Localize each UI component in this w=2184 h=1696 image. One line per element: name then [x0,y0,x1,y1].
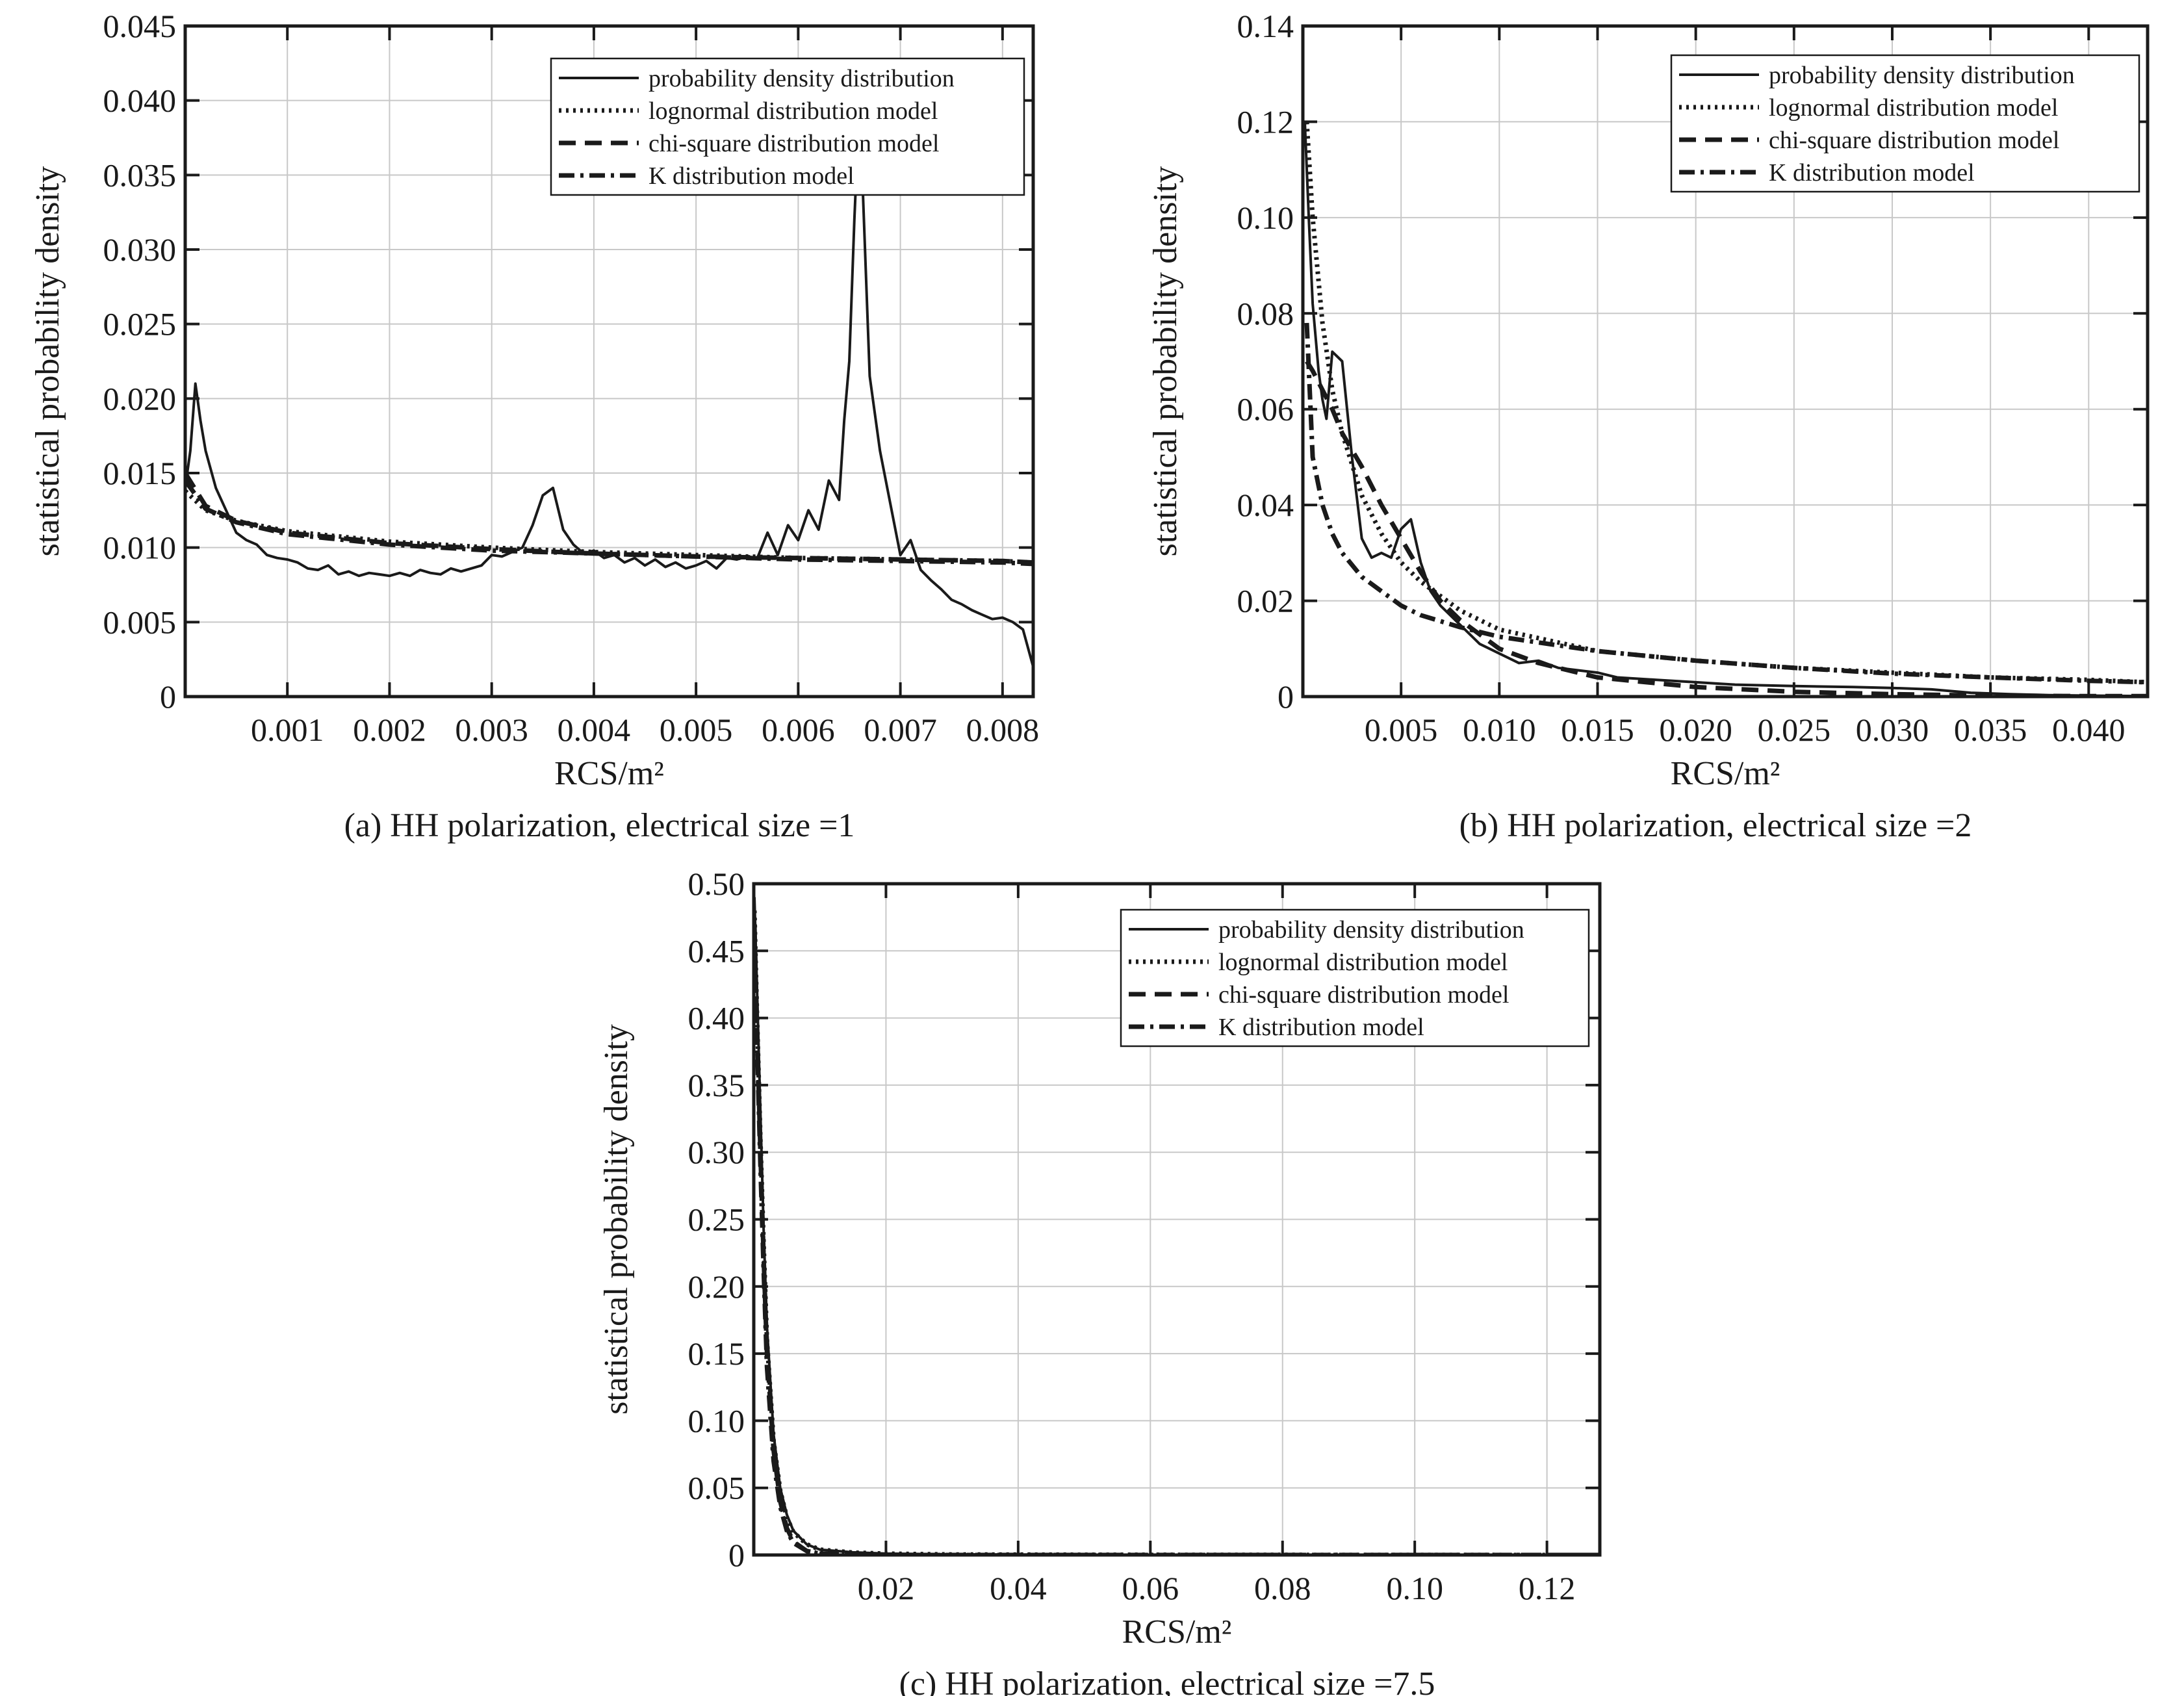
y-tick-label: 0.040 [103,83,177,119]
x-tick-label: 0.008 [966,712,1040,748]
y-tick-label: 0 [728,1537,745,1573]
series-line-dashed [754,923,1600,1555]
x-tick-label: 0.015 [1561,712,1634,748]
y-tick-label: 0.045 [103,8,177,44]
legend-label: lognormal distribution model [649,97,938,125]
legend-label: probability density distribution [1218,916,1524,944]
x-tick-label: 0.08 [1254,1570,1311,1606]
legend-box [1670,54,2140,193]
y-tick-label: 0.020 [103,380,177,417]
y-tick-label: 0 [1278,678,1294,715]
x-axis-label: RCS/m² [1122,1613,1232,1651]
series-line-dashdot [1304,322,2148,685]
x-tick-label: 0.003 [455,712,528,748]
y-tick-label: 0.50 [688,866,745,902]
x-tick-label: 0.004 [558,712,631,748]
x-tick-label: 0.06 [1122,1570,1179,1606]
y-tick-label: 0.010 [103,530,177,566]
y-tick-label: 0.10 [1237,199,1294,236]
x-tick-label: 0.005 [1365,712,1438,748]
x-tick-label: 0.007 [864,712,937,748]
legend-label: chi-square distribution model [1769,127,2059,154]
y-tick-label: 0.45 [688,932,745,969]
series-line-dotted [1304,122,2148,685]
x-tick-label: 0.010 [1463,712,1536,748]
legend-label: probability density distribution [1769,62,2075,89]
y-tick-label: 0.15 [688,1335,745,1372]
x-tick-label: 0.025 [1758,712,1831,748]
y-axis-label: statistical probability density [598,1024,635,1415]
chart-caption: (a) HH polarization, electrical size =1 [344,807,855,844]
y-tick-label: 0.14 [1237,8,1294,44]
y-tick-label: 0 [160,678,176,715]
x-tick-label: 0.005 [660,712,733,748]
x-tick-label: 0.02 [858,1570,915,1606]
y-tick-label: 0.030 [103,231,177,268]
legend-box [1120,908,1590,1047]
y-tick-label: 0.02 [1237,583,1294,619]
y-tick-label: 0.08 [1237,295,1294,331]
y-tick-label: 0.005 [103,604,177,640]
legend: probability density distribution lognorma… [550,57,1025,196]
x-axis-label: RCS/m² [1671,755,1780,792]
x-tick-label: 0.001 [251,712,324,748]
legend-label: probability density distribution [649,65,955,92]
series-group [1304,122,2148,697]
x-tick-label: 0.006 [762,712,835,748]
x-axis-label: RCS/m² [554,755,664,792]
series-group [185,99,1033,667]
legend: probability density distribution lognorma… [1670,54,2140,193]
chart-caption: (c) HH polarization, electrical size =7.… [899,1665,1435,1696]
chart-c: 0.02 0.04 0.06 0.08 0.10 0.12 0 0.05 0.10 0.15 0.2… [598,866,1602,1696]
legend-label: K distribution model [649,162,854,190]
y-tick-label: 0.25 [688,1201,745,1238]
x-tick-label: 0.035 [1954,712,2027,748]
y-tick-label: 0.025 [103,306,177,342]
series-line-dashed [1305,360,2148,697]
legend: probability density distribution lognorma… [1120,908,1590,1047]
chart-caption: (b) HH polarization, electrical size =2 [1459,807,1972,844]
y-tick-label: 0.35 [688,1067,745,1103]
x-tick-label: 0.12 [1519,1570,1576,1606]
y-axis-label: statistical probability density [29,166,66,557]
series-line-solid [185,99,1033,667]
x-tick-label: 0.04 [990,1570,1047,1606]
y-tick-label: 0.06 [1237,391,1294,428]
legend-box [550,57,1025,196]
y-tick-label: 0.40 [688,1000,745,1036]
chart-b: 0.005 0.010 0.015 0.020 0.025 0.030 0.035 0.040… [1147,8,2150,844]
x-tick-label: 0.040 [2052,712,2126,748]
legend-label: lognormal distribution model [1769,94,2058,122]
legend-label: K distribution model [1218,1014,1424,1041]
y-tick-label: 0.035 [103,157,177,193]
series-line-solid [1304,122,2148,697]
y-tick-label: 0.10 [688,1402,745,1439]
y-axis-label: statistical probability density [1147,166,1184,557]
y-tick-label: 0.04 [1237,487,1294,523]
series-line-dashdot [185,479,1033,567]
x-tick-label: 0.020 [1659,712,1732,748]
y-tick-label: 0.20 [688,1268,745,1305]
plot-frame [1301,24,2150,699]
y-tick-label: 0.05 [688,1470,745,1506]
plot-frame [183,24,1035,699]
chart-a: 0.001 0.002 0.003 0.004 0.005 0.006 0.007 0.008… [29,8,1039,844]
legend-label: lognormal distribution model [1218,949,1508,976]
y-tick-label: 0.015 [103,455,177,491]
legend-label: chi-square distribution model [649,130,939,157]
legend-label: K distribution model [1769,159,1975,186]
x-tick-label: 0.030 [1856,712,1929,748]
x-tick-label: 0.002 [353,712,426,748]
x-tick-label: 0.10 [1386,1570,1443,1606]
legend-label: chi-square distribution model [1218,981,1509,1009]
y-tick-label: 0.12 [1237,103,1294,140]
y-tick-label: 0.30 [688,1134,745,1170]
